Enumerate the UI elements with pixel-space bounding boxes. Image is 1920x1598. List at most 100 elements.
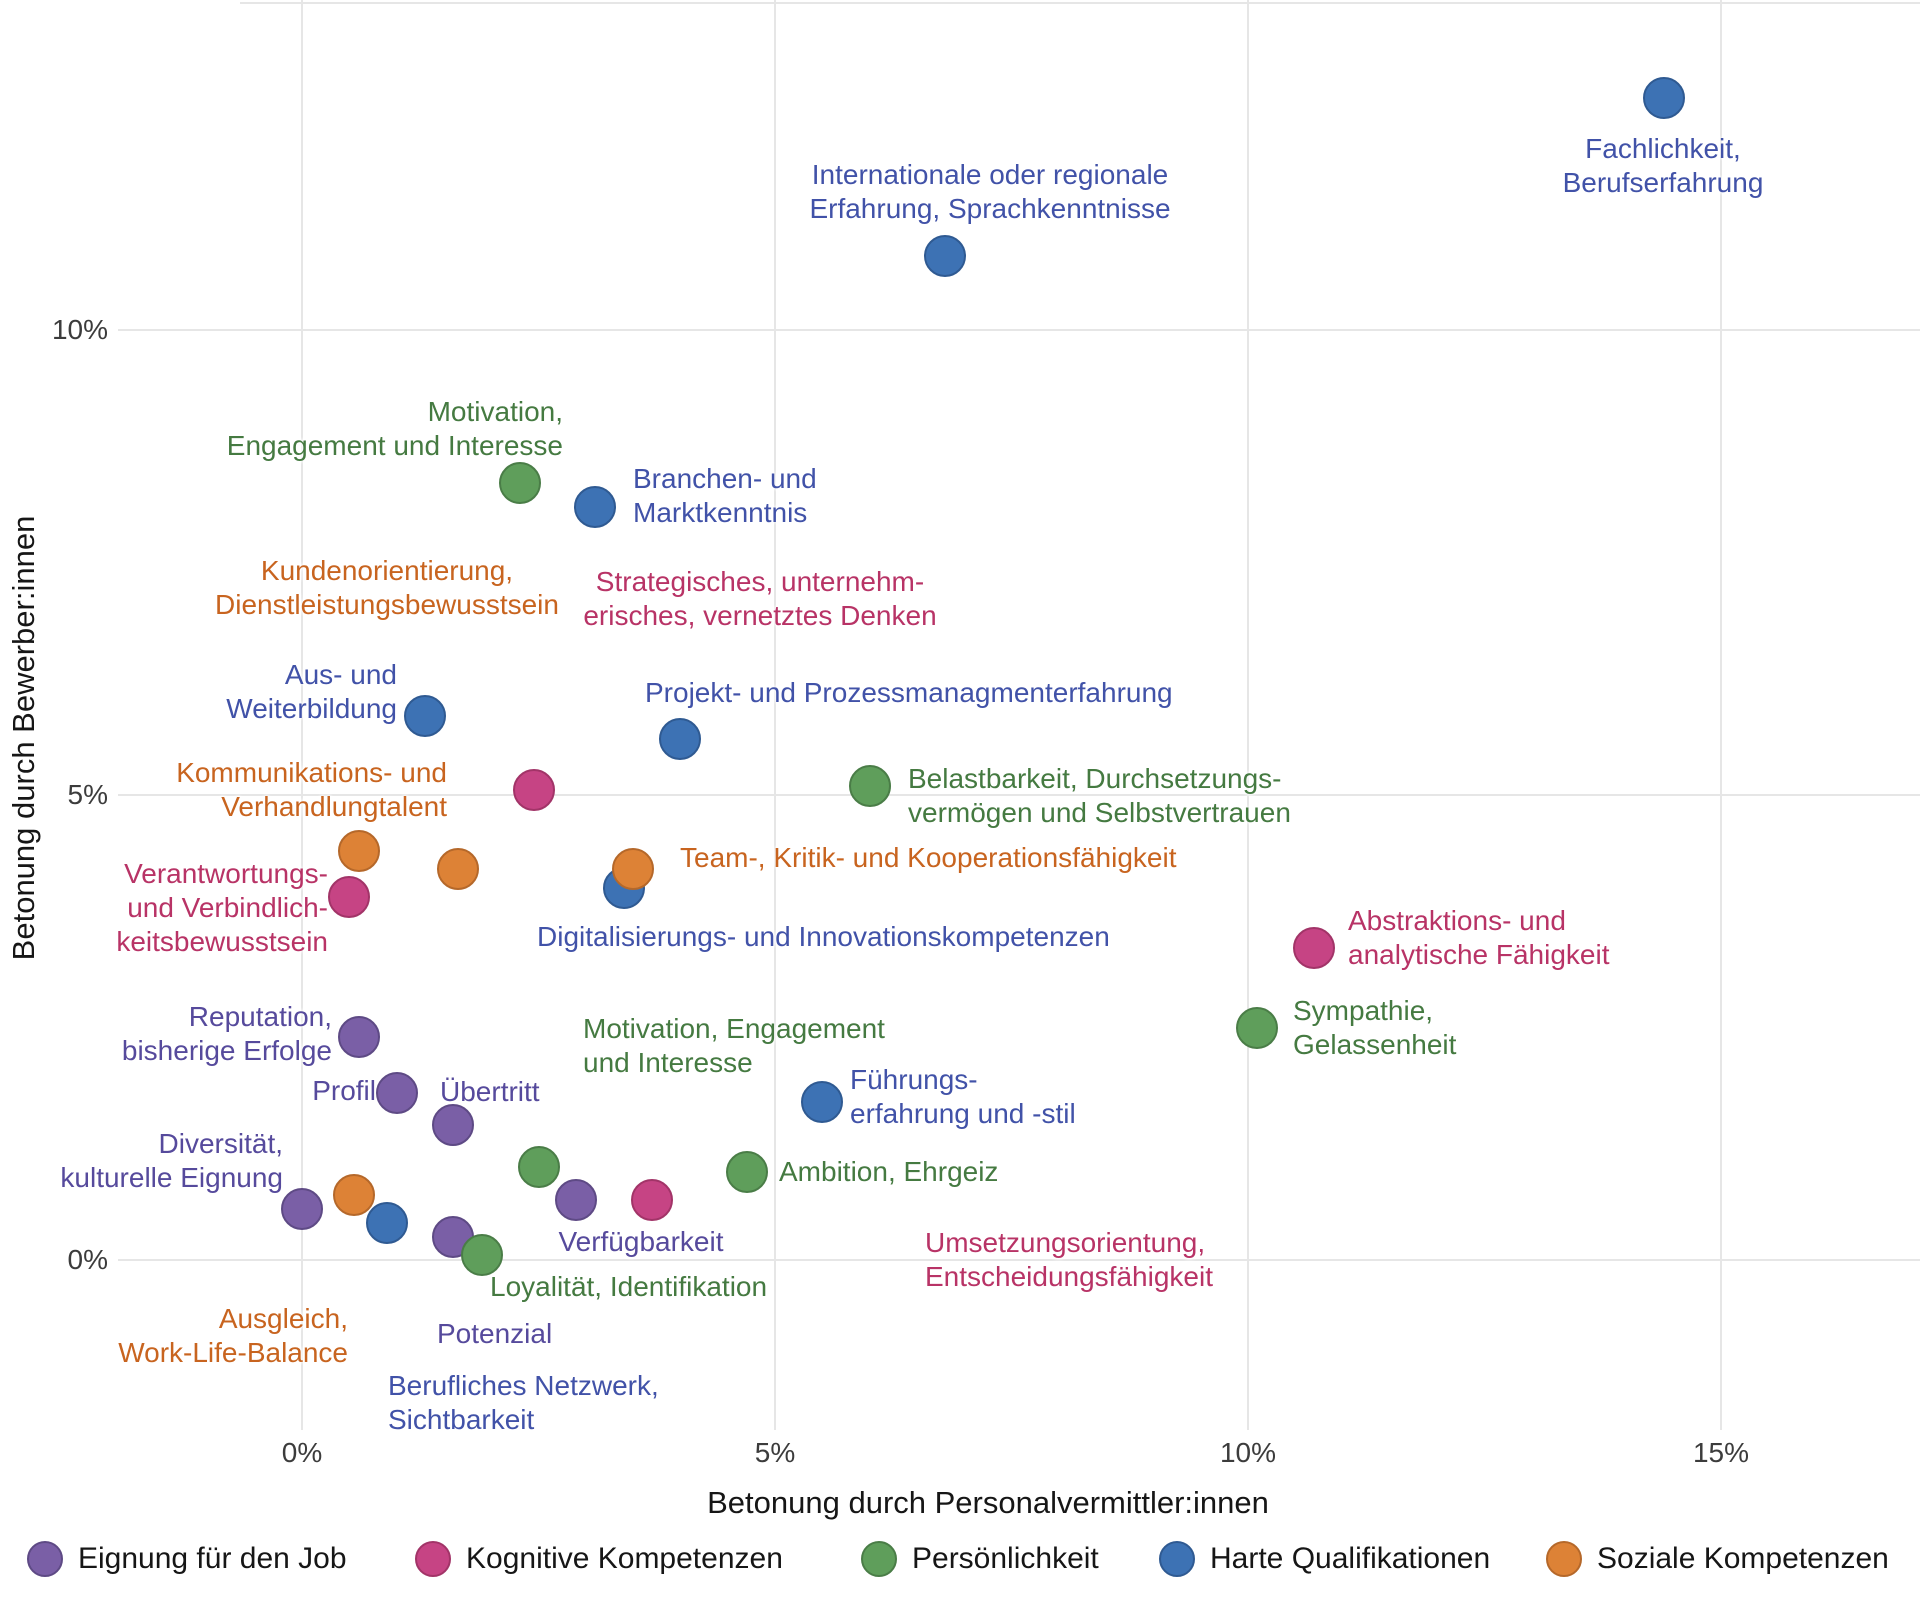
point-label: Verantwortungs-und Verbindlich-keitsbewu… xyxy=(116,857,328,959)
point-label-line: Sichtbarkeit xyxy=(388,1404,535,1435)
point-label-line: Berufliches Netzwerk, xyxy=(388,1370,659,1401)
legend-label: Eignung für den Job xyxy=(78,1542,347,1575)
point-label: Profil xyxy=(312,1074,376,1108)
y-axis-title: Betonung durch Bewerber:innen xyxy=(6,515,41,961)
point-label-line: Strategisches, unternehm- xyxy=(595,566,925,597)
point-label-line: Team-, Kritik- und Kooperationsfähigkeit xyxy=(680,842,1177,873)
point-label-line: Umsetzungsorientung, xyxy=(925,1227,1206,1258)
point-label-line: keitsbewusstsein xyxy=(116,926,328,957)
point-label: Internationale oder regionale Erfahrung, … xyxy=(809,158,1170,226)
data-point xyxy=(517,1146,560,1188)
x-tick-label: 15% xyxy=(1692,1437,1750,1468)
legend-dot xyxy=(27,1541,63,1577)
point-label-line: Loyalität, Identifikation xyxy=(490,1271,768,1302)
legend-dot xyxy=(1159,1541,1195,1577)
legend-item: Eignung für den Job xyxy=(27,1536,347,1582)
data-point xyxy=(366,1201,409,1244)
point-label: Fachlichkeit, Berufserfahrung xyxy=(1563,132,1764,200)
legend-label: Kognitive Kompetenzen xyxy=(466,1542,783,1575)
y-gridline xyxy=(118,794,1920,796)
x-gridline xyxy=(774,0,776,1430)
point-label: Berufliches Netzwerk, Sichtbarkeit xyxy=(388,1369,659,1437)
point-label-line: Berufserfahrung xyxy=(1562,167,1764,198)
point-label-line: Marktkenntnis xyxy=(633,497,808,528)
point-label: Strategisches, unternehm-erisches, verne… xyxy=(583,565,936,633)
data-point xyxy=(924,234,967,277)
point-label-line: Sympathie, xyxy=(1293,995,1434,1026)
point-label-line: erisches, vernetztes Denken xyxy=(583,600,937,631)
point-label-line: erfahrung und -stil xyxy=(850,1098,1076,1129)
point-label: Ambition, Ehrgeiz xyxy=(779,1155,998,1189)
data-point xyxy=(1236,1006,1279,1049)
point-label-line: Belastbarkeit, Durchsetzungs- xyxy=(908,763,1282,794)
point-label: Übertritt xyxy=(440,1075,540,1109)
legend-dot xyxy=(415,1541,451,1577)
point-label: Motivation, Engagement und Interesse xyxy=(583,1012,885,1080)
data-point xyxy=(375,1071,418,1114)
point-label-line: und Verbindlich- xyxy=(127,892,328,923)
data-point xyxy=(337,1015,380,1058)
point-label-line: Ausgleich, xyxy=(218,1303,348,1334)
data-point xyxy=(281,1187,323,1230)
point-label-line: Projekt- und Prozessmanagmenterfahrung xyxy=(645,677,1173,708)
point-label-line: Internationale oder regionale xyxy=(811,159,1169,190)
y-gridline xyxy=(118,1259,1920,1261)
legend: Eignung für den Job Kognitive Kompetenzen… xyxy=(0,1536,1920,1582)
point-label: Potenzial xyxy=(437,1317,552,1351)
legend-label: Persönlichkeit xyxy=(912,1542,1099,1575)
data-point xyxy=(512,769,555,812)
data-point xyxy=(631,1178,674,1221)
data-point xyxy=(432,1104,475,1147)
point-label: Team-, Kritik- und Kooperationsfähigkeit xyxy=(680,841,1176,875)
legend-item: Harte Qualifikationen xyxy=(1159,1536,1490,1582)
point-label: Projekt- und Prozessmanagmenterfahrung xyxy=(645,676,1173,710)
data-point xyxy=(574,485,617,528)
point-label-line: bisherige Erfolge xyxy=(121,1035,332,1066)
data-point xyxy=(801,1080,844,1123)
point-label-line: Abstraktions- und xyxy=(1348,905,1566,936)
point-label: Kundenorientierung, Dienstleistungsbewuss… xyxy=(215,554,559,622)
legend-label: Harte Qualifikationen xyxy=(1210,1542,1491,1575)
y-gridline xyxy=(118,329,1920,331)
data-point xyxy=(498,462,541,505)
point-label-line: Work-Life-Balance xyxy=(118,1337,348,1368)
x-gridline xyxy=(1720,0,1722,1430)
y-tick-label: 5% xyxy=(67,779,108,810)
data-point xyxy=(612,848,655,891)
point-label: Diversität, kulturelle Eignung xyxy=(60,1127,283,1195)
point-label-line: Dienstleistungsbewusstsein xyxy=(215,589,559,620)
x-gridline xyxy=(1247,0,1249,1430)
point-label-line: Diversität, xyxy=(158,1128,283,1159)
legend-item: Persönlichkeit xyxy=(861,1536,1099,1582)
point-label-line: Motivation, Engagement xyxy=(583,1013,885,1044)
x-axis-title: Betonung durch Personalvermittler:innen xyxy=(707,1485,1269,1520)
data-point xyxy=(337,829,380,872)
point-label-line: Motivation, xyxy=(427,396,563,427)
point-label-line: Verhandlungtalent xyxy=(221,791,447,822)
data-point xyxy=(328,876,371,919)
point-label-line: Digitalisierungs- und Innovationskompete… xyxy=(537,921,1110,952)
data-point xyxy=(460,1234,503,1277)
point-label-line: Entscheidungsfähigkeit xyxy=(925,1261,1213,1292)
legend-dot xyxy=(1546,1541,1582,1577)
point-label: Sympathie, Gelassenheit xyxy=(1293,994,1456,1062)
legend-item: Soziale Kompetenzen xyxy=(1546,1536,1889,1582)
point-label: Belastbarkeit, Durchsetzungs-vermögen un… xyxy=(908,762,1291,830)
x-gridline xyxy=(301,0,303,1430)
point-label: Umsetzungsorientung, Entscheidungsfähigke… xyxy=(925,1226,1213,1294)
point-label: Abstraktions- und analytische Fähigkeit xyxy=(1348,904,1609,972)
data-point xyxy=(725,1150,768,1193)
point-label-line: Profil xyxy=(312,1075,376,1106)
x-tick-label: 0% xyxy=(281,1437,323,1468)
point-label-line: Ambition, Ehrgeiz xyxy=(779,1156,999,1187)
point-label: Loyalität, Identifikation xyxy=(490,1270,767,1304)
data-point xyxy=(1643,76,1686,119)
point-label-line: Potenzial xyxy=(437,1318,553,1349)
data-point xyxy=(1293,927,1336,970)
point-label-line: Engagement und Interesse xyxy=(226,430,563,461)
y-tick-label: 10% xyxy=(51,314,108,345)
panel-top-line xyxy=(240,2,1920,4)
point-label-line: Verantwortungs- xyxy=(124,858,328,889)
point-label-line: Kommunikations- und xyxy=(176,757,447,788)
point-label-line: kulturelle Eignung xyxy=(60,1162,283,1193)
